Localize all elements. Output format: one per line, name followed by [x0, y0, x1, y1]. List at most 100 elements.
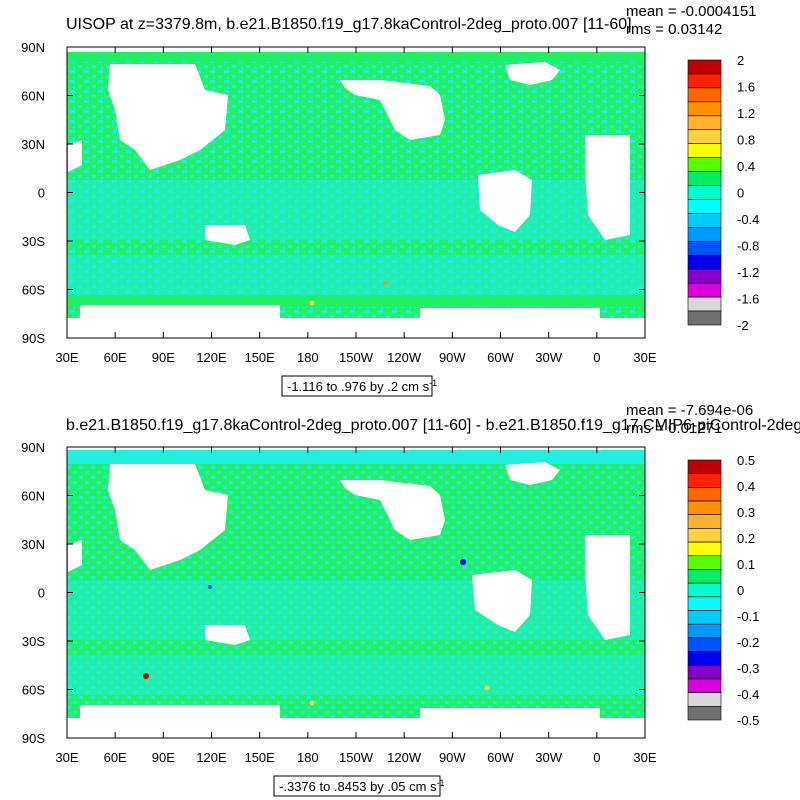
contour-info-box: -.3376 to .8453 by .05 cm s-1 [273, 775, 445, 797]
colorbar-swatch [687, 473, 722, 488]
colorbar-label: -0.1 [737, 609, 759, 624]
map-plot: 30E 60E 90E 120E 150E 180 150W 120W 90W 60W 30W 0 30… [21, 440, 657, 765]
colorbar-swatch [687, 87, 722, 103]
colorbar-swatch [687, 514, 722, 529]
colorbar-label: -2 [737, 318, 749, 333]
colorbar-label: 0.4 [737, 479, 755, 494]
colorbar-swatch [687, 610, 722, 625]
colorbar-label: 0.2 [737, 531, 755, 546]
colorbar-swatch [687, 213, 722, 228]
colorbar-label: -0.4 [737, 212, 759, 227]
x-tick-label: 60E [104, 350, 127, 365]
colorbar-swatch [687, 241, 722, 256]
colorbar-label: -0.4 [737, 687, 759, 702]
colorbar-label: 0.1 [737, 557, 755, 572]
colorbar-label: 0.3 [737, 505, 755, 520]
y-tick-label: 30N [21, 137, 45, 152]
map-plot: 30E 60E 90E 120E 150E 180 150W 120W 90W 60W 30W 0 30… [21, 40, 657, 365]
y-axis: 90N 60N 30N 0 30S 60S 90S [21, 40, 645, 346]
colorbar-swatch [687, 254, 722, 270]
x-tick-label: 120W [387, 750, 422, 765]
panel-title: b.e21.B1850.f19_g17.8kaControl-2deg_prot… [66, 417, 800, 434]
x-tick-label: 30E [55, 750, 78, 765]
rms-stat: rms = 0.03142 [626, 21, 722, 38]
colorbar-label: -0.5 [737, 713, 759, 728]
colorbar-swatch [687, 101, 722, 117]
colorbar-swatch [687, 171, 722, 186]
colorbar-label: 1.6 [737, 80, 755, 95]
svg-text:-.3376 to .8453 by .05 cm s-1: -.3376 to .8453 by .05 cm s-1 [279, 778, 445, 794]
colorbar-swatch [687, 692, 722, 707]
colorbar-swatch [687, 637, 722, 652]
y-tick-label: 0 [38, 186, 45, 201]
colorbar-swatch [687, 487, 722, 502]
y-tick-label: 90N [21, 40, 45, 55]
colorbar-swatch [687, 664, 722, 680]
colorbar-swatch [687, 282, 722, 298]
colorbar-swatch [687, 678, 722, 693]
contour-info-box: -1.116 to .976 by .2 cm s-1 [281, 375, 437, 397]
x-tick-label: 150W [339, 750, 374, 765]
x-tick-label: 150W [339, 350, 374, 365]
x-tick-label: 0 [593, 750, 600, 765]
colorbar-label: -1.2 [737, 265, 759, 280]
colorbar-label: 0.4 [737, 159, 755, 174]
x-tick-label: 60W [487, 350, 514, 365]
x-tick-label: 30E [633, 750, 656, 765]
colorbar-swatch [687, 596, 722, 611]
colorbar-swatch [687, 143, 722, 158]
x-tick-label: 180 [297, 350, 319, 365]
y-tick-label: 30N [21, 537, 45, 552]
y-tick-label: 30S [22, 234, 45, 249]
colorbar-label: -0.3 [737, 661, 759, 676]
colorbar-swatch [687, 268, 722, 284]
y-tick-label: 0 [38, 586, 45, 601]
x-tick-label: 150E [244, 350, 275, 365]
colorbar-label: 0 [737, 186, 744, 201]
colorbar-swatch [687, 185, 722, 200]
colorbar-swatch [687, 569, 722, 584]
colorbar-swatch [687, 129, 722, 144]
y-tick-label: 60N [21, 489, 45, 504]
contour-info: -1.116 to .976 by .2 cm s [287, 379, 430, 394]
x-tick-label: 90E [152, 750, 175, 765]
x-tick-label: 180 [297, 750, 319, 765]
colorbar-swatch [687, 651, 722, 666]
y-tick-label: 90N [21, 440, 45, 455]
y-tick-label: 60S [22, 283, 45, 298]
colorbar-swatch [687, 310, 722, 326]
colorbar-swatch [687, 706, 722, 721]
colorbar-swatch [687, 73, 722, 89]
x-tick-label: 90W [439, 750, 466, 765]
x-tick-label: 30W [535, 350, 562, 365]
colorbar-swatch [687, 541, 722, 557]
x-tick-label: 30W [535, 750, 562, 765]
x-axis: 30E 60E 90E 120E 150E 180 150W 120W 90W 60W 30W 0 30… [55, 47, 657, 365]
x-tick-label: 150E [244, 750, 275, 765]
y-tick-label: 60N [21, 89, 45, 104]
panel-bottom: b.e21.B1850.f19_g17.8kaControl-2deg_prot… [21, 402, 800, 797]
x-tick-label: 90E [152, 350, 175, 365]
colorbar-label: 0.8 [737, 133, 755, 148]
panel-title: UISOP at z=3379.8m, b.e21.B1850.f19_g17.… [66, 16, 632, 33]
colorbar-label: 2 [737, 53, 744, 68]
colorbar-label: -0.2 [737, 635, 759, 650]
x-tick-label: 30E [55, 350, 78, 365]
contour-info-exp: -1 [437, 778, 445, 788]
colorbar: 2 1.6 1.2 0.8 0.4 0 -0.4 -0.8 -1.2 -1.6 -2 [687, 53, 759, 333]
colorbar-swatch [687, 500, 722, 516]
mean-stat: mean = -7.694e-06 [626, 402, 753, 419]
rms-stat: rms = 0.01271 [626, 420, 722, 437]
x-tick-label: 120E [196, 750, 227, 765]
colorbar-label: -0.8 [737, 239, 759, 254]
x-axis: 30E 60E 90E 120E 150E 180 150W 120W 90W 60W 30W 0 30… [55, 447, 657, 765]
colorbar-swatch [687, 115, 722, 131]
y-tick-label: 30S [22, 634, 45, 649]
colorbar-swatch [687, 582, 722, 598]
y-tick-label: 90S [22, 331, 45, 346]
x-tick-label: 120W [387, 350, 422, 365]
colorbar-label: -1.6 [737, 292, 759, 307]
colorbar: 0.5 0.4 0.3 0.2 0.1 0 -0.1 -0.2 -0.3 -0.4 -0.5 [687, 453, 759, 728]
colorbar-swatch [687, 623, 722, 639]
